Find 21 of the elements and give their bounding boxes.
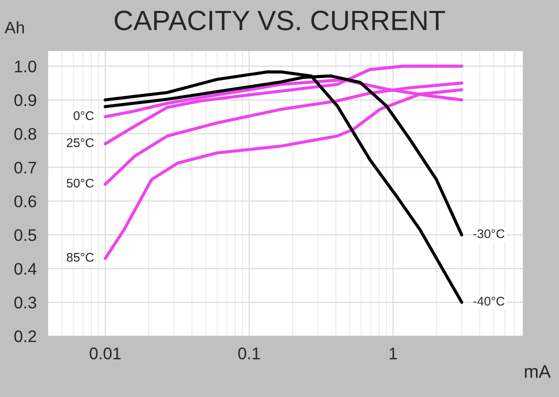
y-tick-label: 0.2: [14, 330, 36, 342]
x-tick-label: 0.1: [238, 348, 260, 360]
y-tick-label: 0.8: [14, 128, 36, 140]
y-tick-label: 0.3: [14, 296, 36, 308]
x-tick-label: 1: [390, 348, 397, 360]
series-label: 0°C: [74, 111, 94, 120]
x-axis-title: mA: [524, 365, 551, 378]
series-label: 25°C: [66, 138, 94, 148]
y-tick-label: 0.7: [14, 162, 36, 174]
y-axis-title: Ah: [4, 21, 24, 34]
chart-title: CAPACITY VS. CURRENT: [114, 10, 446, 30]
series-label: -30°C: [473, 229, 504, 238]
y-tick-label: 0.4: [14, 262, 36, 275]
x-tick-label: 0.01: [90, 348, 121, 360]
series-label: -40°C: [473, 296, 504, 306]
y-tick-label: 0.9: [14, 94, 36, 106]
series-label: 85°C: [66, 252, 94, 262]
y-tick-label: 0.5: [14, 229, 36, 242]
series-label: 50°C: [66, 178, 94, 188]
y-tick-label: 0.6: [14, 195, 36, 208]
y-tick-label: 1.0: [14, 60, 36, 72]
